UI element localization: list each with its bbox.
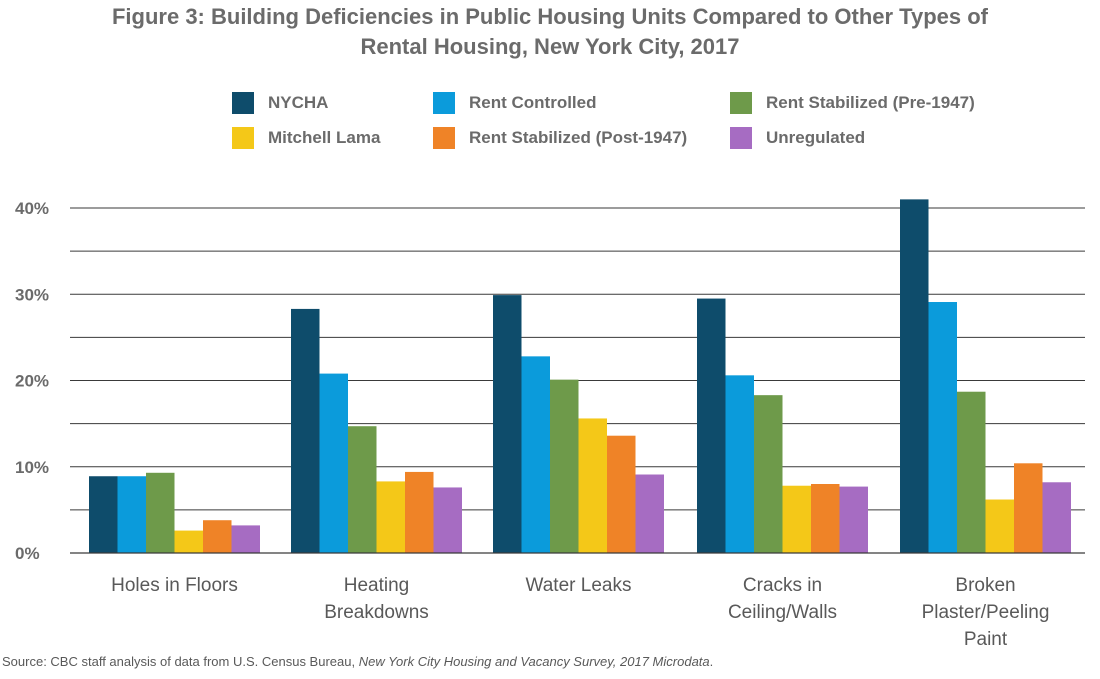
bar-4-0 (900, 199, 929, 553)
x-tick-label-0-line-0: Holes in Floors (111, 575, 238, 596)
legend-item-3: Mitchell Lama (232, 127, 380, 149)
legend-item-1: Rent Controlled (433, 92, 597, 114)
chart-legend: NYCHA Rent Controlled Rent Stabilized (Pre… (0, 0, 1100, 160)
bar-4-2 (957, 391, 986, 553)
bar-1-5 (433, 487, 462, 553)
bar-0-2 (146, 472, 175, 553)
chart-title-line-2: Rental Housing, New York City, 2017 (360, 34, 740, 59)
legend-swatch-5 (730, 127, 752, 149)
chart-title: Figure 3: Building Deficiencies in Publi… (40, 2, 1060, 62)
legend-swatch-0 (232, 92, 254, 114)
x-tick-label-4: Broken Plaster/Peeling Paint (922, 575, 1050, 650)
bar-3-1 (725, 375, 754, 553)
bar-chart: 0% 10% 20% 30% 40% Holes in Floors Heating Brea… (15, 199, 1085, 650)
bar-0-3 (174, 530, 203, 553)
bar-2-0 (493, 295, 522, 553)
y-tick-label-4: 40% (15, 199, 49, 218)
legend-label-3: Mitchell Lama (268, 128, 381, 147)
bar-3-0 (697, 298, 726, 553)
chart-title-line-1: Figure 3: Building Deficiencies in Publi… (111, 4, 988, 29)
bar-2-3 (578, 418, 607, 553)
bar-4-4 (1014, 463, 1043, 553)
bar-3-2 (754, 395, 783, 553)
x-tick-label-1-line-1: Breakdowns (324, 602, 429, 623)
x-tick-label-0: Holes in Floors (111, 575, 238, 596)
bar-1-1 (319, 373, 348, 553)
bar-4-5 (1042, 482, 1071, 553)
bar-4-3 (985, 499, 1014, 553)
legend-swatch-4 (433, 127, 455, 149)
x-tick-label-4-line-1: Plaster/Peeling (922, 602, 1050, 623)
bar-3-5 (839, 486, 868, 553)
x-tick-label-4-line-2: Paint (964, 629, 1008, 650)
bar-0-0 (89, 476, 118, 553)
bar-3-4 (811, 484, 840, 553)
source-note: Source: CBC staff analysis of data from … (2, 654, 713, 669)
x-tick-label-1: Heating Breakdowns (324, 575, 429, 623)
bar-1-3 (376, 481, 405, 553)
source-suffix: . (709, 654, 714, 669)
y-tick-label-1: 10% (15, 458, 49, 477)
bar-0-5 (231, 525, 260, 553)
legend-item-0: NYCHA (232, 92, 328, 114)
source-italic: New York City Housing and Vacancy Survey… (358, 654, 710, 669)
bar-1-4 (405, 471, 434, 553)
legend-label-4: Rent Stabilized (Post-1947) (469, 128, 688, 147)
x-tick-label-1-line-0: Heating (344, 575, 410, 596)
x-tick-label-3: Cracks in Ceiling/Walls (728, 575, 837, 623)
x-tick-label-2: Water Leaks (526, 575, 632, 596)
legend-swatch-1 (433, 92, 455, 114)
x-tick-label-4-line-0: Broken (955, 575, 1015, 596)
legend-item-5: Unregulated (730, 127, 865, 149)
bar-1-0 (291, 308, 320, 553)
legend-label-0: NYCHA (268, 93, 329, 112)
legend-label-5: Unregulated (766, 128, 866, 147)
bar-1-2 (348, 426, 377, 553)
legend-item-2: Rent Stabilized (Pre-1947) (730, 92, 975, 114)
x-tick-label-3-line-1: Ceiling/Walls (728, 602, 837, 623)
bar-2-2 (550, 379, 579, 553)
bar-2-4 (607, 435, 636, 553)
bar-2-5 (635, 474, 664, 553)
legend-label-2: Rent Stabilized (Pre-1947) (766, 93, 975, 112)
x-tick-label-3-line-0: Cracks in (743, 575, 822, 596)
legend-item-4: Rent Stabilized (Post-1947) (433, 127, 687, 149)
source-prefix: Source: CBC staff analysis of data from … (2, 654, 359, 669)
bar-0-1 (117, 476, 146, 553)
bar-2-1 (521, 356, 550, 553)
bar-4-1 (928, 302, 957, 553)
bar-0-4 (203, 520, 232, 553)
y-tick-label-0: 0% (15, 544, 40, 563)
legend-label-1: Rent Controlled (469, 93, 597, 112)
legend-swatch-3 (232, 127, 254, 149)
y-tick-label-2: 20% (15, 372, 49, 391)
y-tick-label-3: 30% (15, 285, 49, 304)
x-tick-label-2-line-0: Water Leaks (526, 575, 632, 596)
legend-swatch-2 (730, 92, 752, 114)
bar-3-3 (782, 485, 811, 553)
